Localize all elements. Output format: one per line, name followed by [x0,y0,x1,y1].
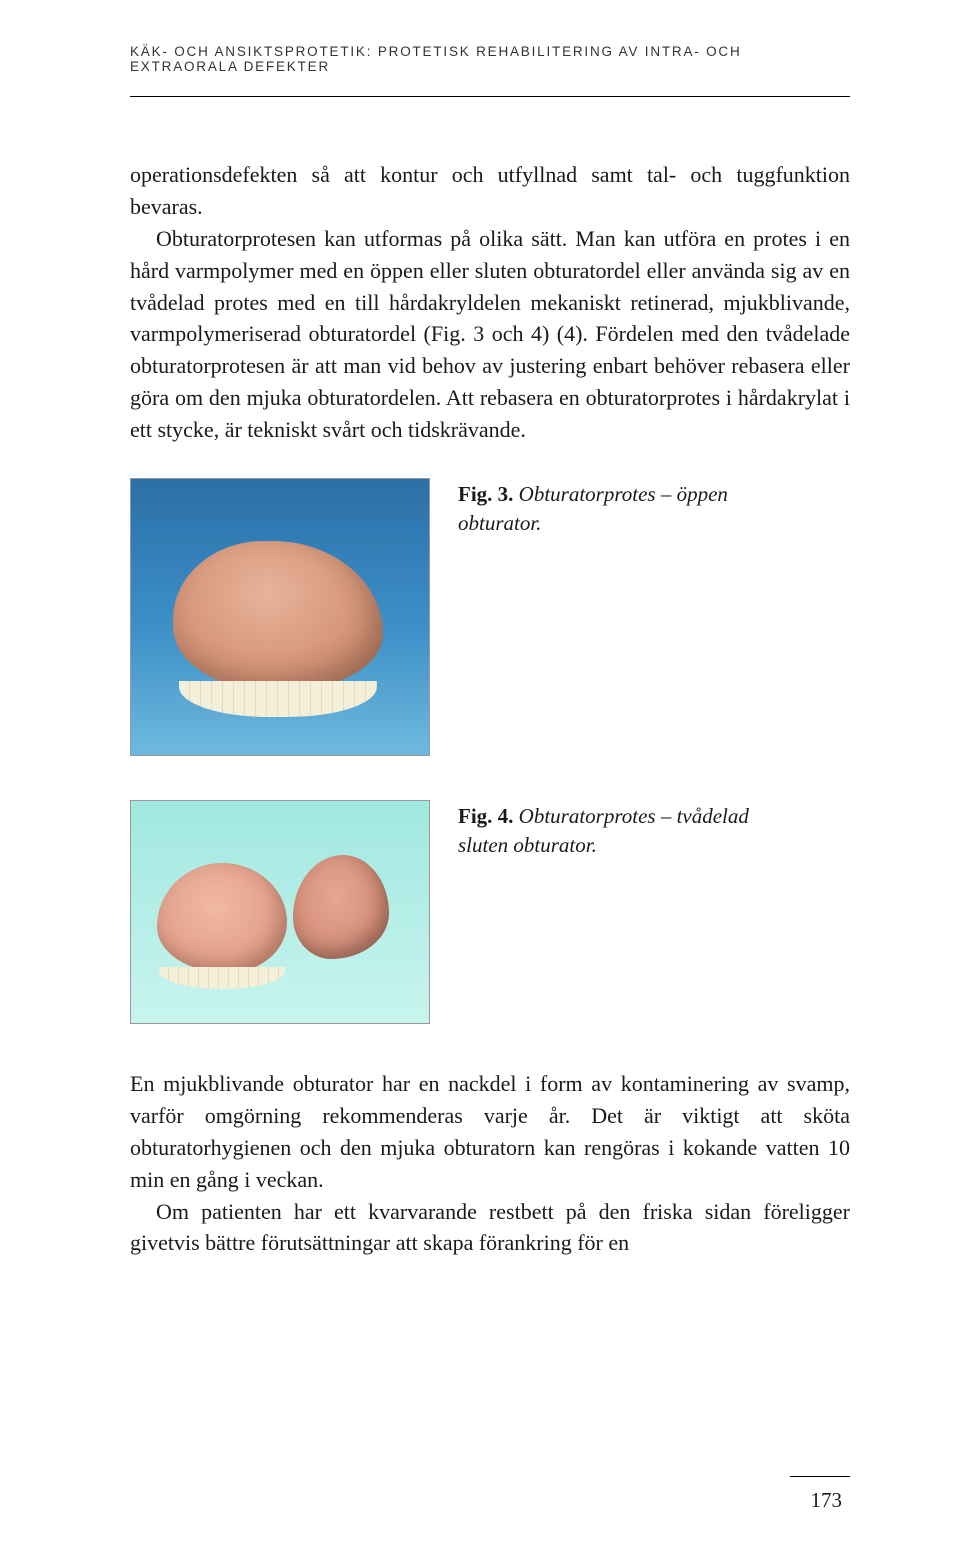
figure-4-lead: Fig. 4. [458,804,513,828]
prosthesis-part-a-icon [157,863,287,973]
body-paragraph-3: En mjukblivande obturator har en nackdel… [130,1068,850,1196]
teeth-shape-icon [179,681,377,717]
body-paragraph-4: Om patienten har ett kvarvarande restbet… [130,1196,850,1260]
figure-3-lead: Fig. 3. [458,482,513,506]
prosthesis-part-b-icon [293,855,389,959]
figure-3-image [130,478,430,756]
page-number: 173 [811,1488,843,1513]
figure-3-placeholder [130,478,430,756]
para1-line: operationsdefekten så att kontur och utf… [130,162,850,219]
figure-4-image [130,800,430,1024]
figure-4-placeholder [130,800,430,1024]
teeth-shape-icon [159,967,285,989]
header-rule [130,96,850,97]
body-paragraph-1: operationsdefekten så att kontur och utf… [130,159,850,223]
prosthesis-shape-icon [173,541,383,691]
figure-3-block: Fig. 3. Obturatorprotes – öppen obturato… [130,478,850,756]
footer-corner-rule [790,1476,850,1477]
figure-3-caption: Fig. 3. Obturatorprotes – öppen obturato… [458,478,798,539]
body-paragraph-2: Obturatorprotesen kan utformas på olika … [130,223,850,446]
figure-4-block: Fig. 4. Obturatorprotes – tvådelad slute… [130,800,850,1024]
running-head: KÄK- OCH ANSIKTSPROTETIK: PROTETISK REHA… [130,44,850,74]
figure-4-caption: Fig. 4. Obturatorprotes – tvådelad slute… [458,800,798,861]
